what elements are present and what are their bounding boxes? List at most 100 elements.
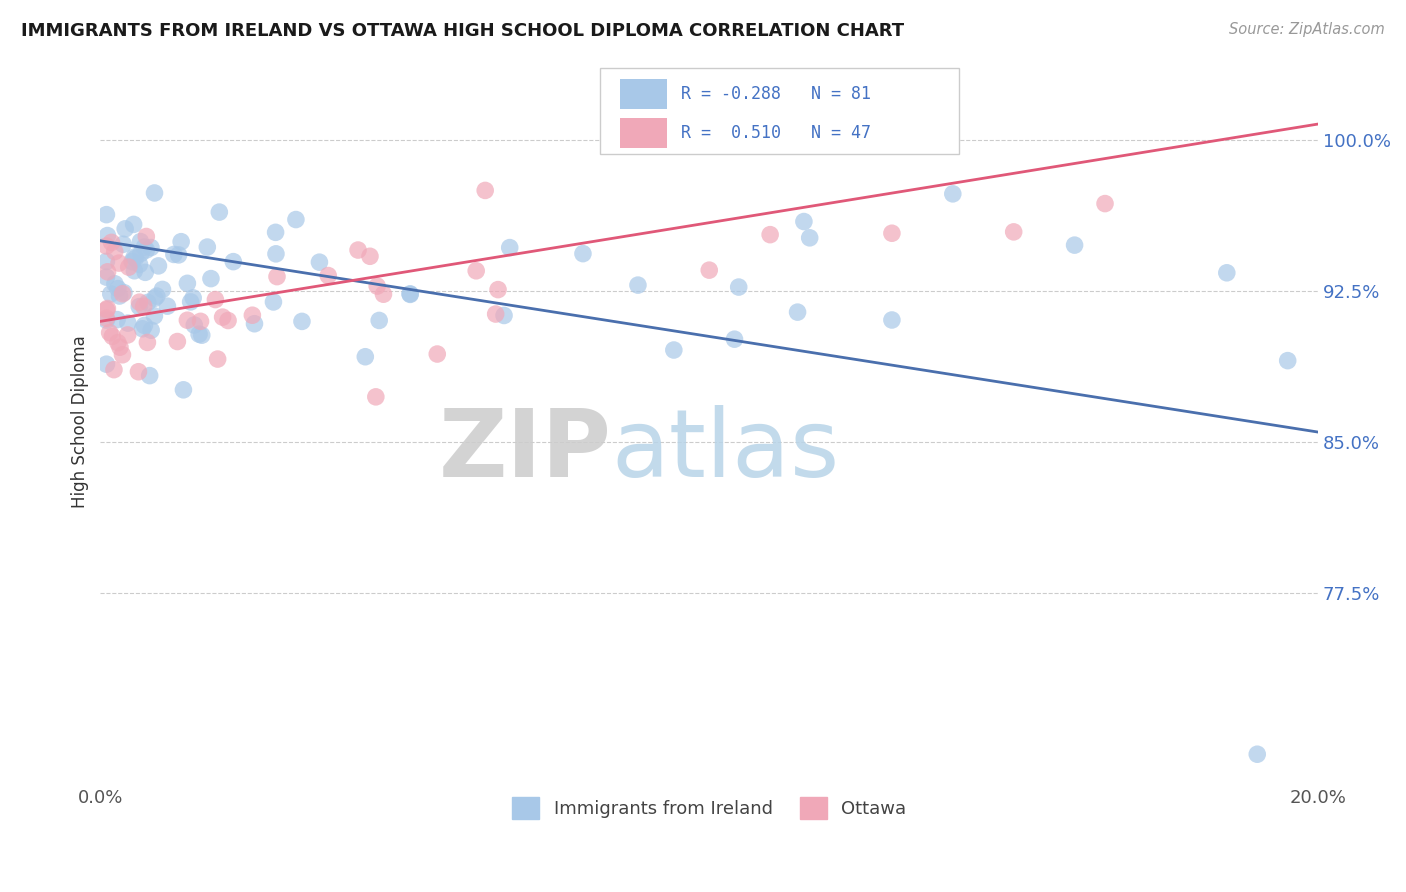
Point [697, 263, 720, 277]
Text: R = -0.288   N = 81: R = -0.288 N = 81 [682, 85, 872, 103]
Point [262, 295, 284, 310]
Point [104, 277, 127, 291]
Point [136, 295, 159, 310]
Point [211, 310, 233, 325]
Point [163, 247, 186, 261]
Point [364, 390, 387, 404]
Point [180, 294, 202, 309]
Point [264, 225, 287, 239]
Text: ZIP: ZIP [439, 405, 612, 497]
Point [264, 247, 287, 261]
Point [373, 287, 395, 301]
Point [146, 289, 169, 303]
Point [195, 240, 218, 254]
Point [135, 243, 157, 257]
Point [138, 368, 160, 383]
Point [799, 231, 821, 245]
Point [101, 329, 124, 343]
Point [880, 226, 903, 240]
Point [128, 257, 150, 271]
Point [127, 365, 149, 379]
Point [124, 252, 146, 266]
Point [96, 254, 118, 268]
Point [880, 313, 903, 327]
Point [152, 282, 174, 296]
Point [200, 271, 222, 285]
Point [1216, 266, 1239, 280]
Point [354, 350, 377, 364]
Y-axis label: High School Diploma: High School Diploma [72, 335, 89, 508]
Point [97, 265, 120, 279]
Point [499, 241, 522, 255]
Point [128, 300, 150, 314]
Point [183, 318, 205, 332]
Point [723, 332, 745, 346]
Point [156, 299, 179, 313]
Point [98, 326, 121, 340]
Point [134, 318, 156, 333]
Point [134, 240, 156, 254]
Point [100, 287, 122, 301]
Point [135, 229, 157, 244]
Point [291, 314, 314, 328]
Point [793, 214, 815, 228]
Point [104, 244, 127, 259]
Point [121, 254, 143, 268]
Point [114, 222, 136, 236]
Point [181, 291, 204, 305]
Point [100, 235, 122, 250]
Point [122, 218, 145, 232]
Point [1002, 225, 1025, 239]
Point [107, 282, 129, 296]
Point [284, 212, 307, 227]
Point [266, 269, 288, 284]
Point [1094, 196, 1116, 211]
Point [118, 260, 141, 274]
Point [108, 340, 131, 354]
Point [107, 335, 129, 350]
Point [96, 311, 118, 326]
Point [316, 268, 339, 283]
Point [172, 383, 194, 397]
Point [399, 286, 422, 301]
Point [1246, 747, 1268, 762]
Point [129, 246, 152, 260]
Point [176, 313, 198, 327]
Point [207, 352, 229, 367]
Point [786, 305, 808, 319]
Point [96, 313, 118, 327]
Point [942, 186, 965, 201]
Point [108, 289, 131, 303]
Point [572, 246, 595, 260]
Point [627, 278, 650, 293]
Point [143, 309, 166, 323]
Point [366, 279, 388, 293]
Bar [620, 79, 666, 109]
Point [108, 256, 131, 270]
Point [727, 280, 749, 294]
Point [143, 186, 166, 200]
Point [96, 302, 118, 317]
Point [347, 243, 370, 257]
Point [208, 205, 231, 219]
Point [124, 264, 146, 278]
Point [485, 307, 508, 321]
Point [486, 283, 509, 297]
Point [167, 248, 190, 262]
Point [112, 285, 135, 300]
Text: Source: ZipAtlas.com: Source: ZipAtlas.com [1229, 22, 1385, 37]
Point [368, 313, 391, 327]
Text: R =  0.510   N = 47: R = 0.510 N = 47 [682, 124, 872, 142]
Text: IMMIGRANTS FROM IRELAND VS OTTAWA HIGH SCHOOL DIPLOMA CORRELATION CHART: IMMIGRANTS FROM IRELAND VS OTTAWA HIGH S… [21, 22, 904, 40]
Point [111, 348, 134, 362]
Point [112, 237, 135, 252]
Point [492, 309, 515, 323]
Point [474, 183, 496, 197]
Point [191, 328, 214, 343]
Point [170, 235, 193, 249]
Point [131, 322, 153, 336]
Point [240, 308, 263, 322]
Point [139, 240, 162, 254]
Point [117, 316, 139, 330]
Point [1063, 238, 1085, 252]
